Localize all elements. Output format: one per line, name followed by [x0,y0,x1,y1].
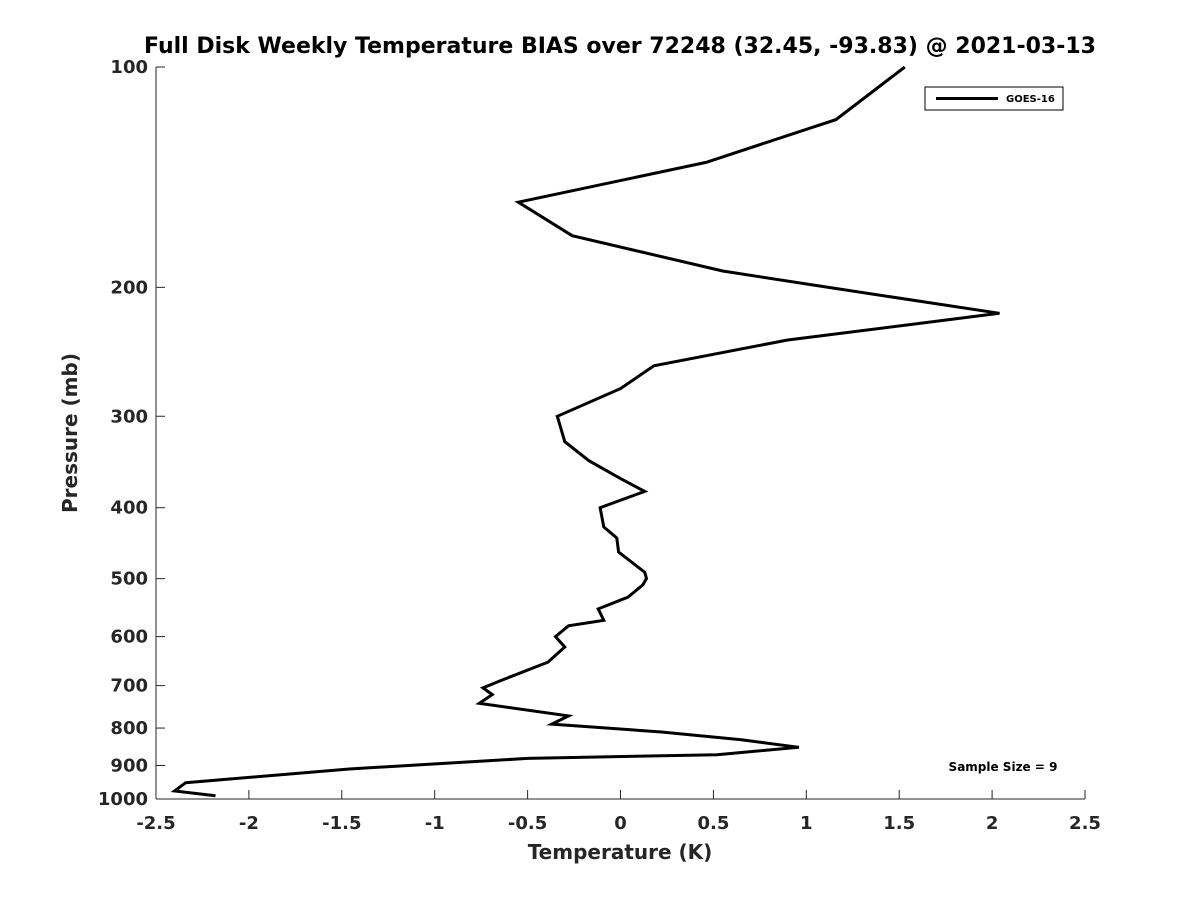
sample-size-annotation: Sample Size = 9 [949,760,1058,774]
x-tick-label: -0.5 [508,813,547,834]
x-axis-label: Temperature (K) [528,840,713,864]
y-tick-label: 300 [110,406,148,427]
y-tick-label: 900 [110,756,148,777]
y-tick-label: 1000 [98,789,148,810]
x-axis: -2.5 -2 -1.5 -1 -0.5 0 0.5 1 1.5 2 2.5 [136,790,1101,834]
y-tick-label: 400 [110,498,148,519]
y-tick-label: 600 [110,627,148,648]
plot-area [156,67,1085,799]
legend: GOES-16 [924,86,1064,111]
y-axis-label: Pressure (mb) [58,353,82,513]
y-tick-label: 800 [110,718,148,739]
x-tick-label: -2.5 [136,813,175,834]
x-tick-label: 2.5 [1069,813,1101,834]
y-tick-label: 200 [110,277,148,298]
y-tick-label: 700 [110,676,148,697]
x-tick-label: 1.5 [883,813,915,834]
y-tick-label: 500 [110,569,148,590]
x-tick-label: -1.5 [322,813,361,834]
series-line-goes-16 [170,65,1000,798]
legend-label-goes-16: GOES-16 [1006,94,1055,105]
x-tick-label: 0.5 [697,813,729,834]
y-axis: 100 200 300 400 500 600 700 800 900 1000 [98,57,165,810]
x-tick-label: -1 [425,813,445,834]
x-tick-label: 1 [800,813,813,834]
x-tick-label: 2 [986,813,999,834]
x-tick-label: 0 [614,813,627,834]
chart-title: Full Disk Weekly Temperature BIAS over 7… [144,34,1096,59]
x-tick-label: -2 [239,813,259,834]
y-tick-label: 100 [110,57,148,78]
